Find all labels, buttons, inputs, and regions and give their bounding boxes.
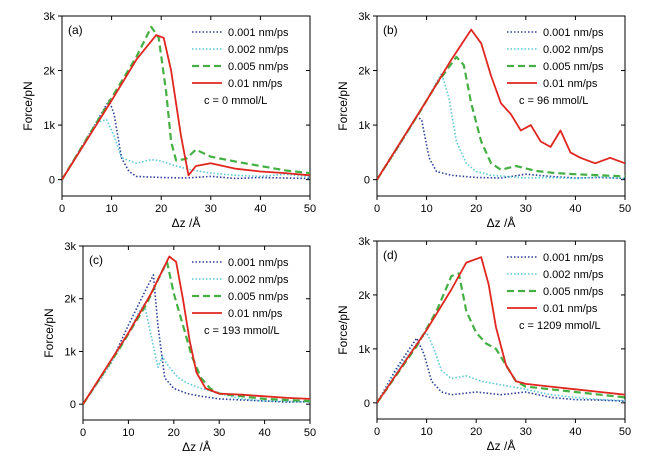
x-tick-label: 20 bbox=[155, 203, 167, 215]
y-tick-label: 2k bbox=[358, 66, 370, 78]
y-tick-label: 3k bbox=[358, 236, 370, 248]
x-tick-label: 0 bbox=[374, 426, 380, 438]
panel-1: 0 10 20 30 40 50 0 1k 2k 3k Δz /Å Force/pN (b) 0.001 … bbox=[336, 11, 631, 230]
series-group bbox=[377, 28, 625, 181]
x-axis-title: Δz /Å bbox=[172, 215, 201, 230]
y-tick-label: 0 bbox=[49, 175, 55, 187]
x-tick-label: 50 bbox=[304, 427, 316, 439]
x-tick-label: 20 bbox=[470, 203, 482, 215]
x-tick-label: 20 bbox=[470, 426, 482, 438]
y-tick-label: 0 bbox=[364, 175, 370, 187]
x-tick-label: 20 bbox=[168, 427, 180, 439]
x-tick-label: 10 bbox=[105, 203, 117, 215]
series-line-0 bbox=[377, 116, 625, 181]
x-tick-label: 50 bbox=[304, 203, 316, 215]
series-line-2 bbox=[62, 25, 310, 181]
x-axis-title: Δz /Å bbox=[487, 215, 516, 230]
x-tick-label: 10 bbox=[122, 427, 134, 439]
y-axis-title: Force/pN bbox=[21, 81, 35, 130]
x-tick-label: 40 bbox=[254, 203, 266, 215]
x-tick-label: 0 bbox=[80, 427, 86, 439]
x-tick-label: 30 bbox=[520, 426, 532, 438]
x-tick-label: 40 bbox=[258, 427, 270, 439]
legend-entry: 0.002 nm/ps bbox=[228, 274, 289, 286]
y-tick-label: 1k bbox=[358, 344, 370, 356]
legend-entry: 0.005 nm/ps bbox=[543, 61, 604, 73]
plot-frame bbox=[376, 15, 626, 197]
x-tick-label: 0 bbox=[374, 203, 380, 215]
legend-entry: 0.002 nm/ps bbox=[543, 269, 604, 281]
series-line-2 bbox=[377, 55, 625, 181]
concentration-label: c = 96 mmol/L bbox=[519, 95, 588, 107]
concentration-label: c = 0 mmol/L bbox=[204, 95, 267, 107]
x-axis-title: Δz /Å bbox=[487, 438, 516, 453]
series-line-0 bbox=[83, 274, 310, 405]
x-tick-label: 50 bbox=[619, 203, 631, 215]
x-axis-title: Δz /Å bbox=[182, 439, 211, 454]
y-tick-label: 3k bbox=[64, 241, 76, 253]
series-line-3 bbox=[377, 256, 625, 404]
panel-label: (b) bbox=[383, 23, 398, 37]
legend-entry: 0.002 nm/ps bbox=[228, 44, 289, 56]
legend-entry: 0.005 nm/ps bbox=[543, 286, 604, 298]
legend-entry: 0.01 nm/ps bbox=[543, 303, 598, 315]
panel-2: 0 10 20 30 40 50 0 1k 2k 3k Δz /Å Force/pN (c) 0.001 … bbox=[42, 241, 316, 454]
y-axis-title: Force/pN bbox=[336, 305, 350, 354]
plot-frame bbox=[61, 15, 311, 197]
series-group bbox=[83, 255, 310, 405]
y-tick-label: 3k bbox=[358, 11, 370, 23]
series-group bbox=[377, 256, 625, 404]
y-tick-label: 3k bbox=[43, 11, 55, 23]
x-tick-label: 10 bbox=[420, 203, 432, 215]
series-line-2 bbox=[377, 272, 625, 404]
y-tick-label: 1k bbox=[43, 120, 55, 132]
panel-label: (a) bbox=[68, 23, 83, 37]
panel-label: (d) bbox=[383, 248, 398, 262]
concentration-label: c = 1209 mmol/L bbox=[519, 320, 601, 332]
x-tick-label: 40 bbox=[569, 203, 581, 215]
plot-frame bbox=[82, 245, 311, 421]
legend-entry: 0.01 nm/ps bbox=[228, 78, 283, 90]
series-group bbox=[62, 25, 310, 181]
panel-3: 0 10 20 30 40 50 0 1k 2k 3k Δz /Å Force/pN (d) 0.001 … bbox=[336, 236, 631, 453]
x-tick-label: 10 bbox=[420, 426, 432, 438]
legend-entry: 0.001 nm/ps bbox=[543, 27, 604, 39]
legend-entry: 0.002 nm/ps bbox=[543, 44, 604, 56]
legend-entry: 0.01 nm/ps bbox=[228, 308, 283, 320]
y-tick-label: 0 bbox=[364, 398, 370, 410]
series-line-3 bbox=[83, 255, 310, 405]
y-tick-label: 1k bbox=[64, 346, 76, 358]
legend-entry: 0.001 nm/ps bbox=[228, 257, 289, 269]
panel-label: (c) bbox=[89, 253, 103, 267]
legend-entry: 0.01 nm/ps bbox=[543, 78, 598, 90]
legend-entry: 0.005 nm/ps bbox=[228, 291, 289, 303]
series-line-3 bbox=[62, 34, 310, 181]
x-tick-label: 30 bbox=[520, 203, 532, 215]
series-line-1 bbox=[62, 118, 310, 181]
y-tick-label: 2k bbox=[43, 66, 55, 78]
concentration-label: c = 193 mmol/L bbox=[204, 325, 280, 337]
legend-entry: 0.001 nm/ps bbox=[543, 252, 604, 264]
y-tick-label: 1k bbox=[358, 120, 370, 132]
x-tick-label: 0 bbox=[59, 203, 65, 215]
y-axis-title: Force/pN bbox=[42, 308, 56, 357]
y-tick-label: 0 bbox=[70, 399, 76, 411]
y-axis-title: Force/pN bbox=[336, 81, 350, 130]
y-tick-label: 2k bbox=[358, 290, 370, 302]
plot-frame bbox=[376, 240, 626, 420]
x-tick-label: 30 bbox=[213, 427, 225, 439]
legend-entry: 0.005 nm/ps bbox=[228, 61, 289, 73]
x-tick-label: 40 bbox=[569, 426, 581, 438]
series-line-1 bbox=[377, 72, 625, 181]
y-tick-label: 2k bbox=[64, 294, 76, 306]
x-tick-label: 50 bbox=[619, 426, 631, 438]
x-tick-label: 30 bbox=[205, 203, 217, 215]
series-line-0 bbox=[62, 99, 310, 181]
legend-entry: 0.001 nm/ps bbox=[228, 27, 289, 39]
series-line-3 bbox=[377, 28, 625, 181]
panel-0: 0 10 20 30 40 50 0 1k 2k 3k Δz /Å Force/pN (a) 0.001 … bbox=[21, 11, 316, 230]
